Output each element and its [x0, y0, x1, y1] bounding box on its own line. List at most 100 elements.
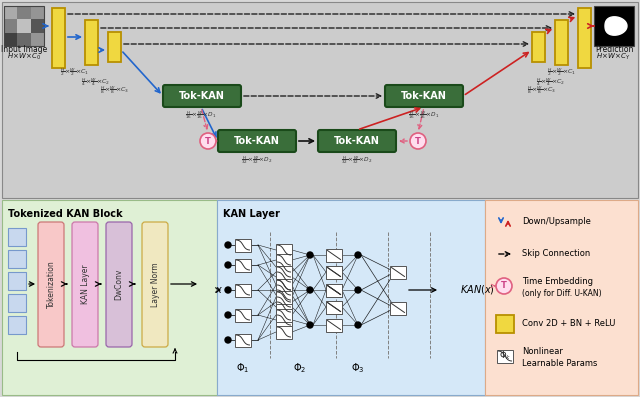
- Text: Prediction: Prediction: [595, 46, 633, 54]
- Text: Tok-KAN: Tok-KAN: [234, 136, 280, 146]
- Bar: [276, 283, 292, 297]
- Bar: [276, 308, 292, 322]
- Bar: [276, 326, 292, 339]
- Polygon shape: [605, 17, 627, 35]
- Circle shape: [355, 322, 361, 328]
- FancyBboxPatch shape: [142, 222, 168, 347]
- Bar: [2, 2, 638, 198]
- Circle shape: [355, 252, 361, 258]
- Text: $\frac{H}{4}\!\times\!\frac{W}{4}\!\times\! C_2$: $\frac{H}{4}\!\times\!\frac{W}{4}\!\time…: [536, 76, 565, 88]
- FancyBboxPatch shape: [106, 222, 132, 347]
- FancyBboxPatch shape: [318, 130, 396, 152]
- Text: $\frac{H}{8}\!\times\!\frac{W}{8}\!\times\! C_3$: $\frac{H}{8}\!\times\!\frac{W}{8}\!\time…: [527, 84, 556, 96]
- Text: Tok-KAN: Tok-KAN: [179, 91, 225, 101]
- Text: Conv 2D + BN + ReLU: Conv 2D + BN + ReLU: [522, 320, 616, 328]
- Bar: [532, 32, 545, 62]
- Text: $\frac{H}{2}\!\times\!\frac{W}{2}\!\times\! C_1$: $\frac{H}{2}\!\times\!\frac{W}{2}\!\time…: [547, 66, 576, 78]
- Circle shape: [225, 337, 231, 343]
- FancyBboxPatch shape: [385, 85, 463, 107]
- Bar: [326, 301, 342, 314]
- Bar: [326, 249, 342, 262]
- Bar: [8, 272, 26, 290]
- FancyBboxPatch shape: [38, 222, 64, 347]
- Bar: [497, 349, 513, 362]
- Bar: [2, 200, 217, 395]
- Text: $\frac{H}{32}\!\times\!\frac{W}{32}\!\times\! D_2$: $\frac{H}{32}\!\times\!\frac{W}{32}\!\ti…: [241, 154, 273, 166]
- Bar: [85, 20, 98, 65]
- Text: KAN Layer: KAN Layer: [81, 265, 90, 304]
- Circle shape: [225, 312, 231, 318]
- Bar: [594, 6, 634, 46]
- Bar: [276, 291, 292, 303]
- Bar: [217, 200, 485, 395]
- Bar: [485, 200, 638, 395]
- Bar: [276, 243, 292, 256]
- Bar: [276, 279, 292, 291]
- Bar: [276, 295, 292, 308]
- Bar: [108, 32, 121, 62]
- FancyBboxPatch shape: [218, 130, 296, 152]
- Bar: [276, 289, 292, 301]
- Text: $\frac{H}{16}\!\times\!\frac{W}{16}\!\times\! D_1$: $\frac{H}{16}\!\times\!\frac{W}{16}\!\ti…: [186, 109, 216, 121]
- Bar: [276, 301, 292, 314]
- Bar: [8, 294, 26, 312]
- Bar: [276, 314, 292, 326]
- Text: KAN Layer: KAN Layer: [223, 209, 280, 219]
- Text: T: T: [415, 137, 421, 145]
- Circle shape: [307, 322, 313, 328]
- Text: DwConv: DwConv: [115, 269, 124, 300]
- Text: $H\!\times\!W\!\times\!C_Y$: $H\!\times\!W\!\times\!C_Y$: [596, 52, 632, 62]
- Text: Time Embedding: Time Embedding: [522, 276, 593, 285]
- Text: Tokenization: Tokenization: [47, 260, 56, 308]
- Circle shape: [307, 252, 313, 258]
- Bar: [578, 8, 591, 68]
- Text: Input Image: Input Image: [1, 46, 47, 54]
- Text: $\Phi_2$: $\Phi_2$: [293, 361, 307, 375]
- Text: $\frac{H}{16}\!\times\!\frac{W}{16}\!\times\! D_1$: $\frac{H}{16}\!\times\!\frac{W}{16}\!\ti…: [408, 109, 440, 121]
- FancyBboxPatch shape: [72, 222, 98, 347]
- Bar: [390, 301, 406, 314]
- Text: Nonlinear: Nonlinear: [522, 347, 563, 355]
- Text: Tok-KAN: Tok-KAN: [401, 91, 447, 101]
- Circle shape: [410, 133, 426, 149]
- Text: (only for Diff. U-KAN): (only for Diff. U-KAN): [522, 289, 602, 297]
- Text: Tok-KAN: Tok-KAN: [334, 136, 380, 146]
- Bar: [326, 318, 342, 331]
- Text: T: T: [205, 137, 211, 145]
- Bar: [326, 301, 342, 314]
- Bar: [555, 20, 568, 65]
- Bar: [8, 250, 26, 268]
- Bar: [276, 270, 292, 283]
- Text: Down/Upsample: Down/Upsample: [522, 218, 591, 227]
- Text: $\frac{H}{32}\!\times\!\frac{W}{32}\!\times\! D_2$: $\frac{H}{32}\!\times\!\frac{W}{32}\!\ti…: [341, 154, 372, 166]
- Text: Tokenized KAN Block: Tokenized KAN Block: [8, 209, 123, 219]
- Bar: [276, 279, 292, 291]
- Circle shape: [355, 287, 361, 293]
- Bar: [326, 283, 342, 297]
- Bar: [496, 315, 514, 333]
- FancyBboxPatch shape: [163, 85, 241, 107]
- Bar: [326, 266, 342, 279]
- Bar: [276, 260, 292, 274]
- Text: Skip Connection: Skip Connection: [522, 249, 590, 258]
- Text: $\frac{H}{4}\!\times\!\frac{W}{4}\!\times\! C_2$: $\frac{H}{4}\!\times\!\frac{W}{4}\!\time…: [81, 76, 111, 88]
- Text: Layer Norm: Layer Norm: [150, 262, 159, 307]
- Bar: [326, 283, 342, 297]
- Bar: [235, 333, 251, 347]
- Circle shape: [225, 287, 231, 293]
- Text: T: T: [501, 281, 507, 291]
- Text: Learnable Params: Learnable Params: [522, 358, 597, 368]
- Bar: [235, 258, 251, 272]
- Circle shape: [225, 242, 231, 248]
- Circle shape: [307, 287, 313, 293]
- Bar: [326, 266, 342, 279]
- Text: $\frac{H}{2}\!\times\!\frac{W}{2}\!\times\! C_1$: $\frac{H}{2}\!\times\!\frac{W}{2}\!\time…: [60, 66, 90, 78]
- Bar: [235, 283, 251, 297]
- Circle shape: [200, 133, 216, 149]
- Circle shape: [225, 262, 231, 268]
- Text: $KAN(x)$: $KAN(x)$: [460, 283, 495, 297]
- Bar: [4, 6, 44, 46]
- Bar: [52, 8, 65, 68]
- Text: $H\!\times\!W\!\times\!C_0$: $H\!\times\!W\!\times\!C_0$: [7, 52, 41, 62]
- Text: $\Phi_1$: $\Phi_1$: [236, 361, 250, 375]
